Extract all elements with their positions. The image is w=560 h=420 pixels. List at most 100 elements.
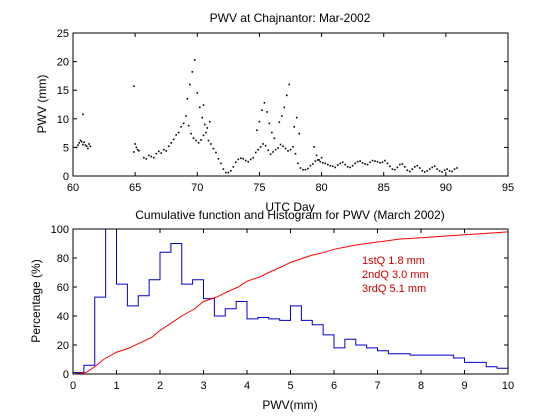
scatter-point — [134, 143, 136, 145]
scatter-point — [295, 116, 298, 119]
scatter-point — [136, 148, 139, 151]
scatter-point — [361, 162, 364, 164]
scatter-point — [232, 166, 235, 168]
scatter-point — [366, 163, 369, 166]
y-tick-label: 0 — [63, 369, 69, 381]
scatter-point — [274, 148, 277, 151]
scatter-point — [84, 144, 87, 146]
scatter-point — [77, 144, 79, 146]
x-tick-label: 60 — [67, 182, 79, 194]
scatter-point — [267, 149, 269, 152]
x-tick-label: 70 — [191, 182, 203, 194]
x-tick-label: 9 — [461, 380, 467, 392]
top-y-axis-label: PWV (mm) — [35, 75, 49, 134]
y-tick-label: 80 — [57, 253, 69, 265]
scatter-point — [329, 164, 332, 167]
scatter-point — [386, 162, 389, 165]
scatter-point — [257, 148, 259, 151]
scatter-point — [152, 156, 155, 159]
scatter-point — [341, 161, 344, 164]
scatter-point — [302, 168, 304, 171]
y-tick-label: 10 — [57, 114, 69, 126]
scatter-point — [428, 168, 431, 170]
scatter-point — [196, 92, 199, 94]
scatter-point — [451, 170, 453, 173]
y-tick-label: 15 — [57, 85, 69, 97]
scatter-point — [143, 156, 145, 159]
scatter-point — [416, 164, 419, 167]
scatter-point — [411, 168, 414, 170]
scatter-point — [441, 171, 443, 173]
histogram-stairs-series — [72, 228, 508, 374]
scatter-point — [399, 163, 401, 166]
scatter-point — [282, 145, 284, 148]
scatter-point — [133, 85, 135, 87]
scatter-point — [262, 143, 264, 145]
scatter-point — [351, 164, 354, 167]
scatter-point — [448, 170, 451, 172]
bottom-y-axis-label: Percentage (%) — [29, 259, 43, 342]
scatter-point — [172, 138, 175, 141]
scatter-point — [138, 150, 140, 152]
scatter-point — [317, 159, 319, 161]
x-tick-label: 5 — [287, 380, 293, 392]
scatter-point — [222, 168, 225, 170]
scatter-point — [293, 126, 296, 128]
scatter-point — [436, 168, 438, 170]
scatter-point — [220, 162, 222, 165]
scatter-point — [225, 171, 227, 174]
x-tick-label: 10 — [502, 380, 514, 392]
scatter-point — [242, 158, 245, 160]
scatter-point — [421, 170, 424, 172]
scatter-point — [177, 131, 180, 134]
scatter-point — [239, 157, 242, 160]
x-tick-label: 90 — [440, 182, 452, 194]
scatter-point — [304, 168, 307, 171]
scatter-point — [433, 165, 436, 168]
scatter-point — [456, 167, 458, 169]
quartile-annotation-3rd: 3rdQ 5.1 mm — [362, 283, 426, 295]
scatter-point — [349, 166, 351, 169]
x-tick-label: 0 — [70, 380, 76, 392]
scatter-point — [318, 159, 320, 161]
scatter-point — [252, 156, 255, 159]
scatter-point — [292, 146, 294, 148]
scatter-point — [235, 161, 237, 164]
scatter-point — [376, 160, 379, 163]
scatter-point — [190, 132, 192, 135]
scatter-point — [289, 148, 292, 151]
scatter-point — [249, 158, 252, 161]
x-tick-label: 7 — [374, 380, 380, 392]
y-tick-label: 25 — [57, 28, 69, 40]
x-tick-label: 6 — [331, 380, 337, 392]
scatter-point — [288, 83, 291, 86]
scatter-point — [281, 115, 283, 117]
scatter-point — [210, 143, 212, 145]
scatter-point — [369, 161, 371, 164]
x-tick-label: 85 — [378, 182, 390, 194]
scatter-point — [256, 129, 258, 132]
scatter-point — [339, 162, 342, 165]
y-tick-label: 0 — [63, 171, 69, 183]
x-tick-label: 2 — [157, 380, 163, 392]
scatter-point — [148, 154, 150, 157]
x-tick-label: 65 — [129, 182, 141, 194]
x-tick-label: 75 — [253, 182, 265, 194]
scatter-point — [284, 147, 287, 150]
x-tick-label: 4 — [244, 380, 250, 392]
scatter-point — [413, 166, 416, 168]
scatter-point — [312, 163, 314, 165]
scatter-point — [194, 59, 196, 61]
scatter-point — [198, 106, 201, 109]
scatter-point — [344, 163, 346, 166]
scatter-point — [155, 152, 158, 155]
scatter-point — [200, 139, 202, 141]
scatter-point — [192, 137, 195, 140]
scatter-point — [404, 166, 406, 168]
bottom-chart-title: Cumulative function and Histogram for PW… — [135, 208, 444, 222]
scatter-point — [195, 139, 197, 142]
scatter-point — [389, 165, 391, 168]
scatter-point — [285, 94, 288, 97]
